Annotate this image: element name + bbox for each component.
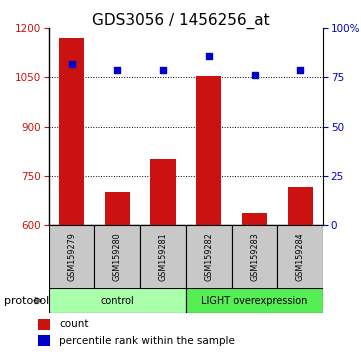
Point: [297, 67, 303, 73]
Point: [69, 61, 74, 67]
Text: count: count: [59, 319, 89, 329]
Text: control: control: [100, 296, 134, 306]
Bar: [140, 225, 186, 289]
Text: GSM159283: GSM159283: [250, 233, 259, 281]
Bar: [186, 288, 323, 313]
Bar: [105, 192, 130, 225]
Bar: [186, 225, 232, 289]
Bar: [242, 213, 267, 225]
Text: GSM159281: GSM159281: [158, 233, 168, 281]
Bar: [59, 38, 84, 225]
Text: GSM159280: GSM159280: [113, 233, 122, 281]
Bar: [49, 288, 186, 313]
Text: percentile rank within the sample: percentile rank within the sample: [59, 336, 235, 346]
Bar: [232, 225, 277, 289]
Bar: [288, 187, 313, 225]
Text: LIGHT overexpression: LIGHT overexpression: [201, 296, 308, 306]
Bar: [49, 225, 95, 289]
Point: [206, 53, 212, 59]
Bar: [196, 76, 221, 225]
Bar: [151, 159, 176, 225]
Bar: [95, 225, 140, 289]
Text: GSM159284: GSM159284: [296, 233, 305, 281]
Text: GSM159282: GSM159282: [204, 233, 213, 281]
Bar: [38, 319, 50, 330]
Point: [160, 67, 166, 73]
Point: [252, 73, 257, 78]
Text: GDS3056 / 1456256_at: GDS3056 / 1456256_at: [92, 12, 269, 29]
Text: GSM159279: GSM159279: [67, 233, 76, 281]
Bar: [38, 335, 50, 346]
Bar: [277, 225, 323, 289]
Text: protocol: protocol: [4, 296, 49, 306]
Point: [114, 67, 120, 73]
